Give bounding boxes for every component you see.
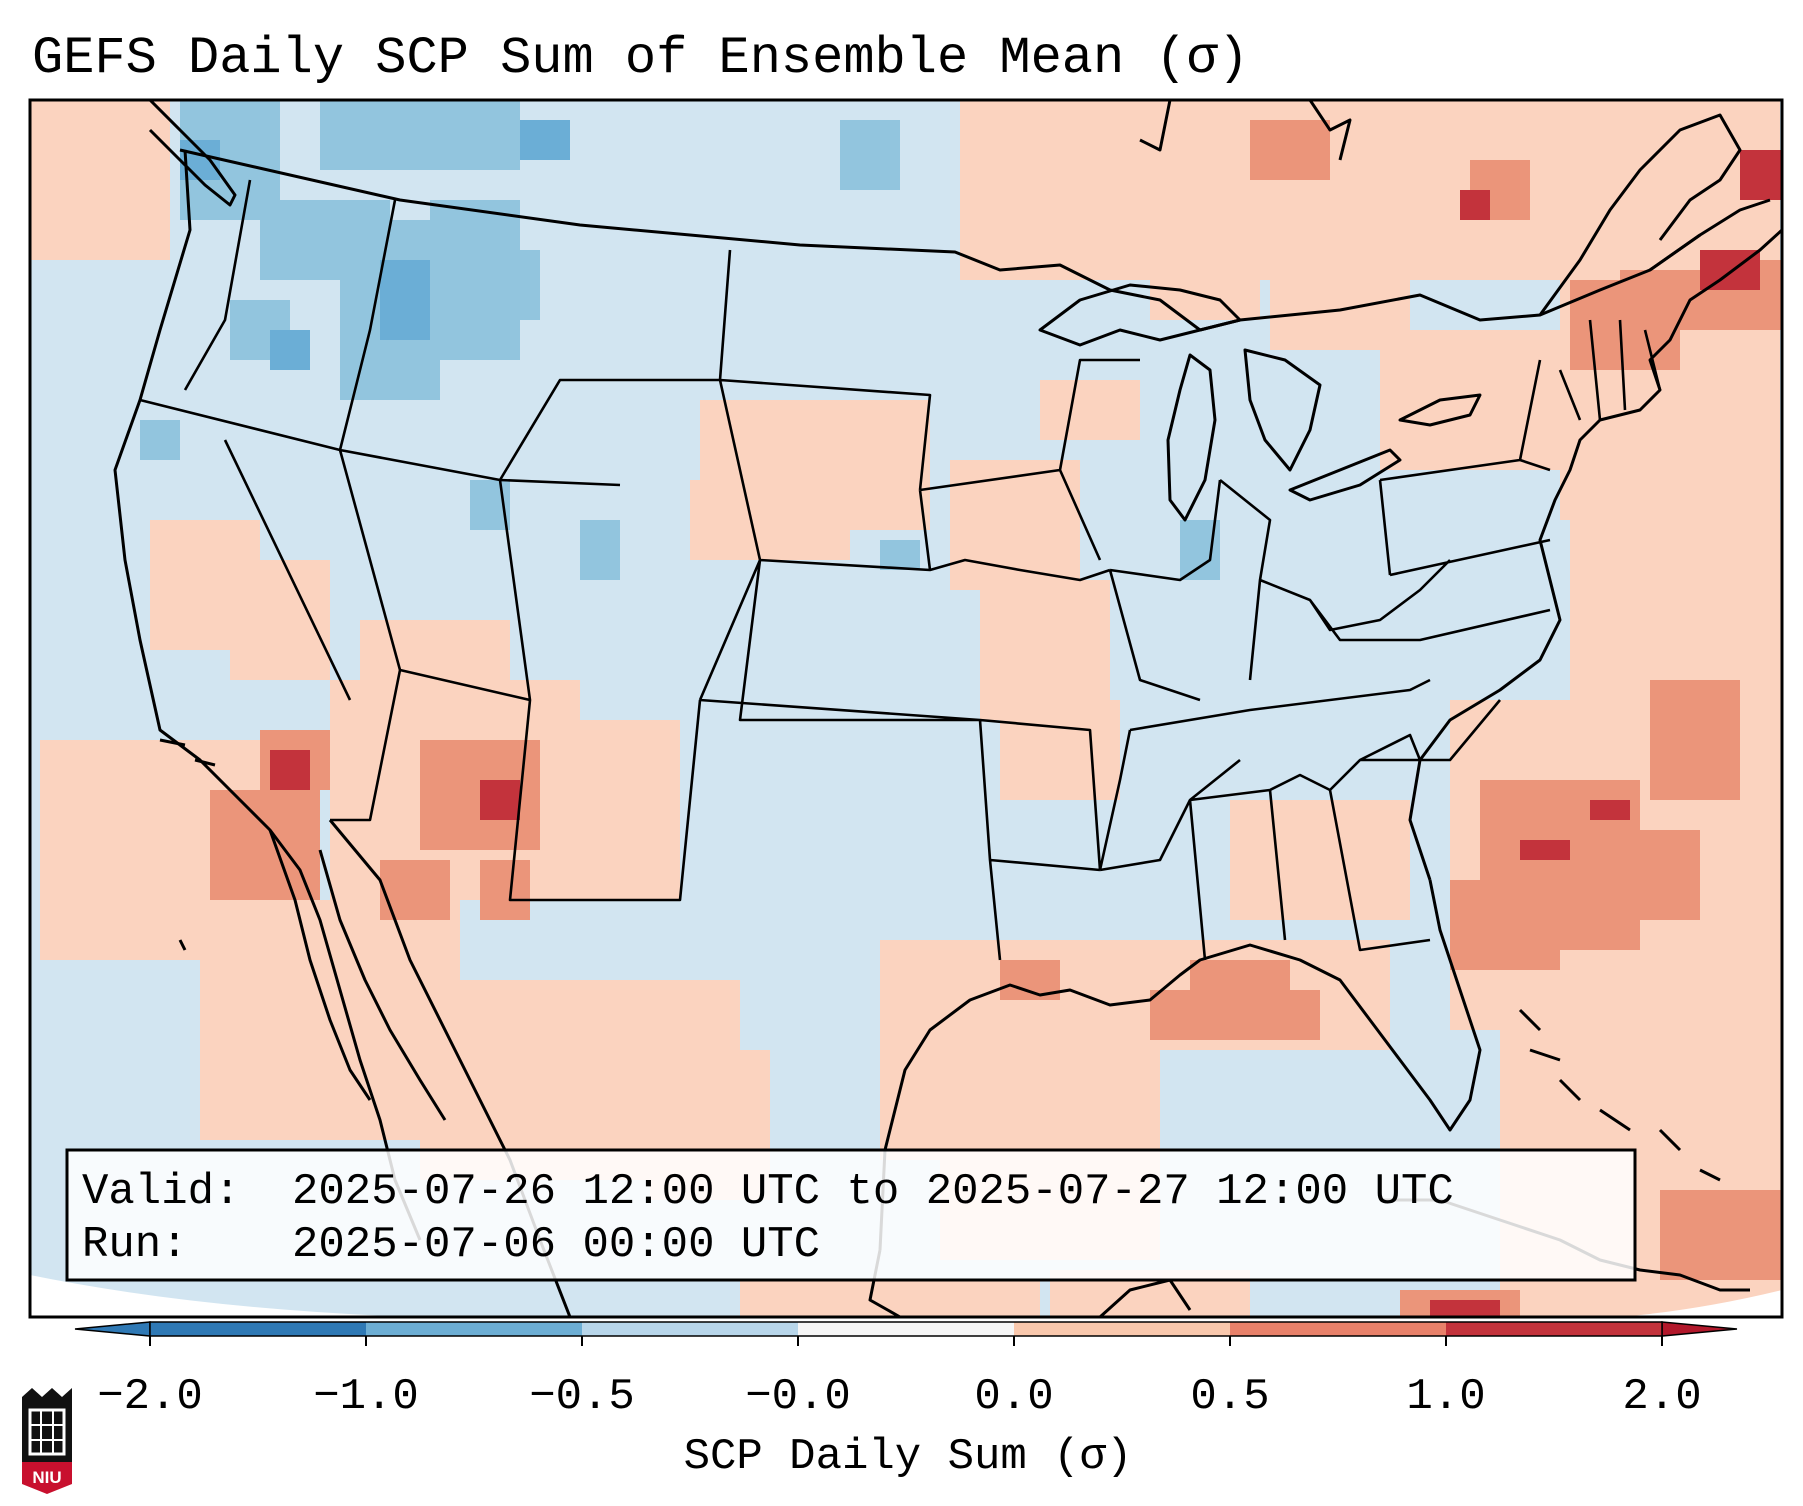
colorbar-tick-label: 1.0: [1406, 1372, 1485, 1422]
colorbar-bin: [798, 1322, 1015, 1336]
colorbar-tick-label: −2.0: [97, 1372, 203, 1422]
colorbar-bin: [150, 1322, 367, 1336]
colorbar-bin: [1446, 1322, 1663, 1336]
anomaly-cell-light-red: [1000, 700, 1120, 800]
anomaly-cell-light-red: [1230, 800, 1410, 920]
anomaly-cell-light-blue: [840, 120, 900, 190]
map-title: GEFS Daily SCP Sum of Ensemble Mean (σ): [32, 29, 1249, 88]
colorbar-tick-label: −1.0: [313, 1372, 419, 1422]
channel-islands: [159, 738, 216, 951]
colorbar-bin: [1014, 1322, 1231, 1336]
anomaly-cell-light-red: [230, 560, 330, 680]
anomaly-cell-light-red: [1150, 220, 1260, 320]
colorbar-label: SCP Daily Sum (σ): [684, 1432, 1133, 1482]
anomaly-cell-dark-red: [1430, 1300, 1500, 1317]
valid-value: 2025-07-26 12:00 UTC to 2025-07-27 12:00…: [292, 1167, 1454, 1217]
colorbar-tick-label: 2.0: [1622, 1372, 1701, 1422]
baja-peninsula: [268, 829, 447, 1121]
anomaly-cell-light-red: [950, 460, 1080, 590]
colorbar-under-triangle: [74, 1321, 151, 1337]
west-coast: [113, 149, 422, 1241]
anomaly-cell-light-blue: [580, 520, 620, 580]
colorbar-tick-label: −0.0: [745, 1372, 851, 1422]
colorbar-tick-label: −0.5: [529, 1372, 635, 1422]
anomaly-cell-dark-red: [1740, 150, 1782, 200]
info-box: Valid: 2025-07-26 12:00 UTC to 2025-07-2…: [65, 1148, 1637, 1282]
lake-michigan: [1166, 353, 1217, 522]
anomaly-cell-mid-blue: [380, 260, 430, 340]
lake-huron: [1243, 348, 1322, 472]
colorbar-tick-label: 0.0: [974, 1372, 1053, 1422]
anomaly-cell-light-red: [560, 720, 680, 900]
anomaly-cell-dark-red: [480, 780, 520, 820]
anomaly-cell-light-red: [1270, 240, 1410, 350]
anomaly-cell-dark-red: [1520, 840, 1570, 860]
anomaly-cell-mid-red: [1250, 120, 1330, 180]
canada-border: [179, 148, 1701, 332]
lake-superior: [1038, 283, 1242, 347]
colorbar-bin: [366, 1322, 583, 1336]
anomaly-cell-mid-red: [1660, 1190, 1782, 1280]
anomaly-cell-dark-red: [1460, 190, 1490, 220]
bahamas: [1518, 1008, 1721, 1182]
anomaly-cell-mid-blue: [270, 330, 310, 370]
valid-label: Valid:: [82, 1167, 240, 1217]
anomaly-cell-light-blue: [140, 420, 180, 460]
anomaly-cell-light-red: [1040, 380, 1140, 440]
run-label: Run:: [82, 1220, 188, 1270]
quebec-coast: [1538, 113, 1771, 316]
anomaly-cell-mid-red: [210, 790, 320, 900]
state-lines: [139, 179, 1662, 961]
anomaly-cell-light-red: [1400, 380, 1560, 440]
anomaly-cell-light-red: [30, 100, 170, 260]
colorbar-over-triangle: [1661, 1321, 1738, 1337]
anomaly-cell-light-red: [980, 580, 1110, 720]
anomaly-cell-mid-red: [480, 860, 530, 920]
east-coast: [1408, 228, 1782, 881]
vancouver-island: [148, 100, 237, 207]
anomaly-cell-light-red: [690, 480, 850, 560]
anomaly-cell-mid-red: [1450, 880, 1560, 970]
anomaly-cell-mid-red: [1150, 990, 1320, 1040]
coastlines-and-borders: [113, 100, 1782, 1317]
colorbar-bin: [1230, 1322, 1447, 1336]
projection-edge: [30, 1275, 700, 1317]
anomaly-cells: [30, 100, 1782, 1317]
projection-edge-right: [1620, 1290, 1782, 1317]
colorbar-frame: [149, 1321, 1663, 1337]
lake-ontario: [1398, 393, 1482, 427]
lake-erie: [1288, 448, 1402, 502]
colorbar-bin: [582, 1322, 799, 1336]
niu-logo-text: NIU: [32, 1468, 61, 1487]
run-value: 2025-07-06 00:00 UTC: [292, 1220, 820, 1270]
colorbar: −2.0 −1.0 −0.5 −0.0 0.0 0.5 1.0 2.0: [74, 1321, 1738, 1422]
colorbar-tick-label: 0.5: [1190, 1372, 1269, 1422]
map-panel: Valid: 2025-07-26 12:00 UTC to 2025-07-2…: [30, 100, 1782, 1317]
james-bay: [1139, 100, 1352, 161]
map-frame: [28, 98, 1784, 1319]
anomaly-cell-mid-blue: [520, 120, 570, 160]
anomaly-cell-light-blue: [880, 540, 920, 570]
anomaly-cell-light-blue: [320, 100, 520, 170]
gulf-coast: [878, 879, 1482, 1251]
info-box-background: [65, 1148, 1637, 1282]
anomaly-cell-dark-red: [270, 750, 310, 790]
anomaly-cell-light-blue: [480, 250, 540, 320]
niu-logo: NIU: [22, 1388, 72, 1494]
anomaly-cell-dark-red: [1590, 800, 1630, 820]
anomaly-cell-mid-red: [1650, 680, 1740, 800]
